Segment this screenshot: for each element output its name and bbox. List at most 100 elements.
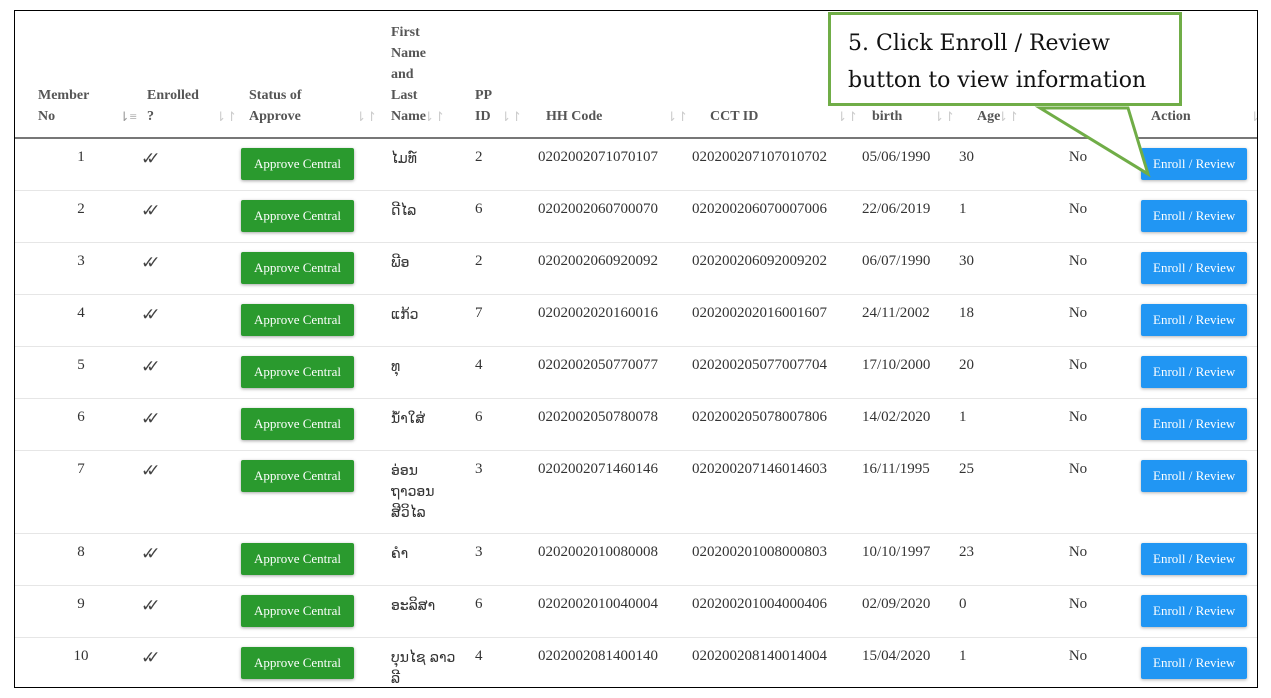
sort-icon[interactable]: ⇂↾ bbox=[423, 109, 445, 124]
birth-date: 06/07/1990 bbox=[862, 242, 959, 295]
member-name: ແກ້ວ bbox=[381, 294, 469, 347]
enroll-review-button[interactable]: Enroll / Review bbox=[1141, 647, 1248, 679]
approve-central-button[interactable]: Approve Central bbox=[241, 304, 355, 336]
table-row: 5 ✓✓ Approve Central ທຸ 4 0202002050770077 020… bbox=[15, 346, 1257, 399]
hh-code: 0202002060700070 bbox=[538, 190, 692, 243]
pp-id: 4 bbox=[469, 346, 538, 399]
enroll-review-button[interactable]: Enroll / Review bbox=[1141, 460, 1248, 492]
age: 0 bbox=[959, 585, 1035, 638]
member-name: ພີອ bbox=[381, 242, 469, 295]
age: 1 bbox=[959, 637, 1035, 687]
birth-date: 02/09/2020 bbox=[862, 585, 959, 638]
pp-id: 6 bbox=[469, 585, 538, 638]
cct-id: 020200201004000406 bbox=[692, 585, 862, 638]
enroll-review-button[interactable]: Enroll / Review bbox=[1141, 148, 1248, 180]
members-table-container: Member No ⇂≡ Enrolled ? ⇂↾ Status of Approve… bbox=[14, 10, 1258, 688]
member-no: 3 bbox=[15, 242, 141, 295]
sort-icon[interactable]: ⇂↾ bbox=[215, 109, 237, 124]
sort-icon[interactable]: ⇂↾ bbox=[1249, 106, 1257, 127]
cct-id: 020200206092009202 bbox=[692, 242, 862, 295]
birth-date: 14/02/2020 bbox=[862, 398, 959, 451]
age: 30 bbox=[959, 242, 1035, 295]
hh-code: 0202002020160016 bbox=[538, 294, 692, 347]
cct-id: 020200205078007806 bbox=[692, 398, 862, 451]
flag-value: No bbox=[1035, 585, 1141, 638]
enroll-review-button[interactable]: Enroll / Review bbox=[1141, 200, 1248, 232]
hh-code: 0202002060920092 bbox=[538, 242, 692, 295]
flag-value: No bbox=[1035, 637, 1141, 687]
member-name: ບຸນໄຊ ລາວລີ bbox=[381, 637, 469, 687]
approve-central-button[interactable]: Approve Central bbox=[241, 356, 355, 388]
pp-id: 6 bbox=[469, 190, 538, 243]
table-row: 4 ✓✓ Approve Central ແກ້ວ 7 0202002020160016 0… bbox=[15, 294, 1257, 347]
sort-icon[interactable]: ⇂↾ bbox=[997, 109, 1019, 124]
birth-date: 16/11/1995 bbox=[862, 450, 959, 534]
instruction-callout: 5. Click Enroll / Review button to view … bbox=[828, 12, 1182, 106]
sort-icon[interactable]: ⇂↾ bbox=[836, 109, 858, 124]
column-header-label: Enrolled ? bbox=[147, 88, 199, 124]
column-header[interactable]: First Name and Last Name ⇂↾ bbox=[381, 11, 469, 139]
table-row: 6 ✓✓ Approve Central ນ້ຳໃສ່ 6 020200205078007… bbox=[15, 398, 1257, 451]
approve-central-button[interactable]: Approve Central bbox=[241, 200, 355, 232]
member-name: ດີໄລ bbox=[381, 190, 469, 243]
approve-central-button[interactable]: Approve Central bbox=[241, 460, 355, 492]
column-header[interactable]: PP ID ⇂↾ bbox=[469, 11, 538, 139]
member-name: ທຸ bbox=[381, 346, 469, 399]
member-no: 7 bbox=[15, 450, 141, 534]
birth-date: 15/04/2020 bbox=[862, 637, 959, 687]
hh-code: 0202002050780078 bbox=[538, 398, 692, 451]
sort-icon[interactable]: ⇂↾ bbox=[500, 109, 522, 124]
column-header[interactable]: Status of Approve ⇂↾ bbox=[241, 11, 381, 139]
pp-id: 3 bbox=[469, 450, 538, 534]
sort-icon[interactable]: ⇂↾ bbox=[355, 109, 377, 124]
member-no: 8 bbox=[15, 533, 141, 586]
hh-code: 0202002081400140 bbox=[538, 637, 692, 687]
approve-central-button[interactable]: Approve Central bbox=[241, 595, 355, 627]
member-no: 4 bbox=[15, 294, 141, 347]
approve-central-button[interactable]: Approve Central bbox=[241, 252, 355, 284]
approve-central-button[interactable]: Approve Central bbox=[241, 148, 355, 180]
table-row: 2 ✓✓ Approve Central ດີໄລ 6 0202002060700070 0… bbox=[15, 190, 1257, 243]
column-header[interactable]: Enrolled ? ⇂↾ bbox=[141, 11, 241, 139]
column-header[interactable]: HH Code ⇂↾ bbox=[538, 11, 692, 139]
member-no: 9 bbox=[15, 585, 141, 638]
member-name: ອ່ອນ ຖາວອນສີວິໄລ bbox=[381, 450, 469, 534]
pp-id: 2 bbox=[469, 137, 538, 191]
approve-central-button[interactable]: Approve Central bbox=[241, 408, 355, 440]
flag-value: No bbox=[1035, 346, 1141, 399]
column-header-label: CCT ID bbox=[710, 109, 759, 124]
sort-icon[interactable]: ⇂≡ bbox=[118, 109, 137, 124]
member-no: 1 bbox=[15, 137, 141, 191]
member-name: ນ້ຳໃສ່ bbox=[381, 398, 469, 451]
member-no: 2 bbox=[15, 190, 141, 243]
enroll-review-button[interactable]: Enroll / Review bbox=[1141, 356, 1248, 388]
sort-icon[interactable]: ⇂↾ bbox=[933, 109, 955, 124]
approve-central-button[interactable]: Approve Central bbox=[241, 647, 355, 679]
column-header-label: PP ID bbox=[475, 88, 492, 124]
column-header-label: Age bbox=[977, 109, 1001, 124]
column-header[interactable]: Member No ⇂≡ bbox=[15, 11, 141, 139]
cct-id: 020200202016001607 bbox=[692, 294, 862, 347]
table-row: 9 ✓✓ Approve Central ອະລິສາ 6 020200201004000… bbox=[15, 585, 1257, 638]
member-no: 6 bbox=[15, 398, 141, 451]
approve-central-button[interactable]: Approve Central bbox=[241, 543, 355, 575]
table-row: 10 ✓✓ Approve Central ບຸນໄຊ ລາວລີ 4 020200208… bbox=[15, 637, 1257, 687]
column-header-label: First Name and Last Name bbox=[391, 25, 426, 124]
enroll-review-button[interactable]: Enroll / Review bbox=[1141, 595, 1248, 627]
table-row: 1 ✓✓ Approve Central ໄມທ໌ 2 0202002071070107 0… bbox=[15, 137, 1257, 191]
column-header-label: Action bbox=[1151, 109, 1191, 124]
age: 1 bbox=[959, 190, 1035, 243]
sort-icon[interactable]: ⇂↾ bbox=[666, 109, 688, 124]
enroll-review-button[interactable]: Enroll / Review bbox=[1141, 304, 1248, 336]
enroll-review-button[interactable]: Enroll / Review bbox=[1141, 408, 1248, 440]
pp-id: 7 bbox=[469, 294, 538, 347]
enroll-review-button[interactable]: Enroll / Review bbox=[1141, 543, 1248, 575]
age: 1 bbox=[959, 398, 1035, 451]
enroll-review-button[interactable]: Enroll / Review bbox=[1141, 252, 1248, 284]
column-header-label: HH Code bbox=[546, 109, 603, 124]
age: 18 bbox=[959, 294, 1035, 347]
cct-id: 020200208140014004 bbox=[692, 637, 862, 687]
column-header-label: Member No bbox=[38, 88, 90, 124]
birth-date: 22/06/2019 bbox=[862, 190, 959, 243]
pp-id: 6 bbox=[469, 398, 538, 451]
